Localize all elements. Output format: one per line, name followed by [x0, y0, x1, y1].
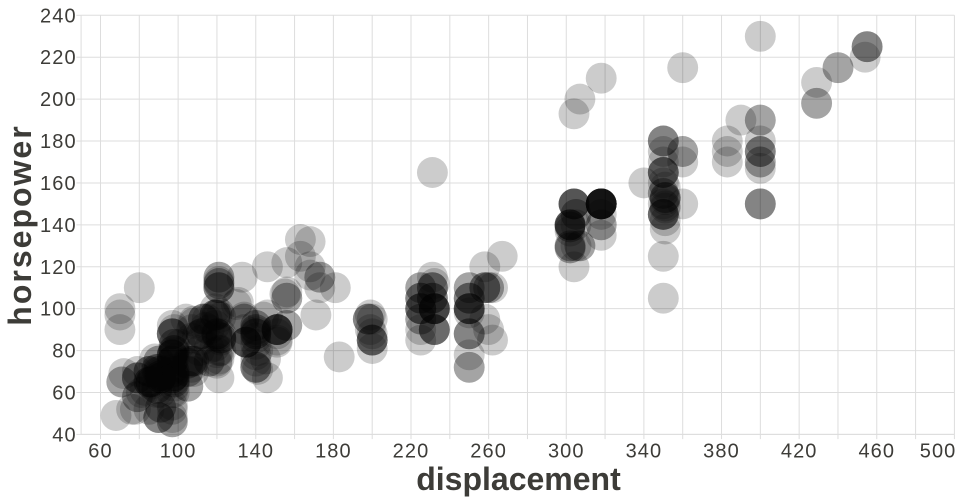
- svg-text:40: 40: [52, 424, 76, 446]
- svg-text:100: 100: [160, 441, 197, 463]
- svg-text:120: 120: [40, 257, 77, 279]
- svg-text:horsepower: horsepower: [2, 124, 38, 325]
- svg-text:180: 180: [40, 131, 77, 153]
- svg-text:80: 80: [52, 341, 76, 363]
- svg-text:420: 420: [781, 441, 818, 463]
- svg-text:220: 220: [393, 441, 430, 463]
- svg-text:380: 380: [703, 441, 740, 463]
- svg-text:500: 500: [920, 441, 957, 463]
- svg-text:140: 140: [237, 441, 274, 463]
- svg-text:60: 60: [52, 383, 76, 405]
- svg-text:100: 100: [40, 299, 77, 321]
- svg-text:displacement: displacement: [416, 461, 621, 497]
- svg-text:60: 60: [88, 441, 112, 463]
- svg-text:160: 160: [40, 173, 77, 195]
- svg-text:240: 240: [40, 5, 77, 27]
- svg-text:260: 260: [470, 441, 507, 463]
- svg-text:140: 140: [40, 215, 77, 237]
- svg-text:220: 220: [40, 47, 77, 69]
- svg-text:340: 340: [626, 441, 663, 463]
- svg-text:200: 200: [40, 89, 77, 111]
- svg-text:460: 460: [858, 441, 895, 463]
- svg-text:180: 180: [315, 441, 352, 463]
- svg-text:300: 300: [548, 441, 585, 463]
